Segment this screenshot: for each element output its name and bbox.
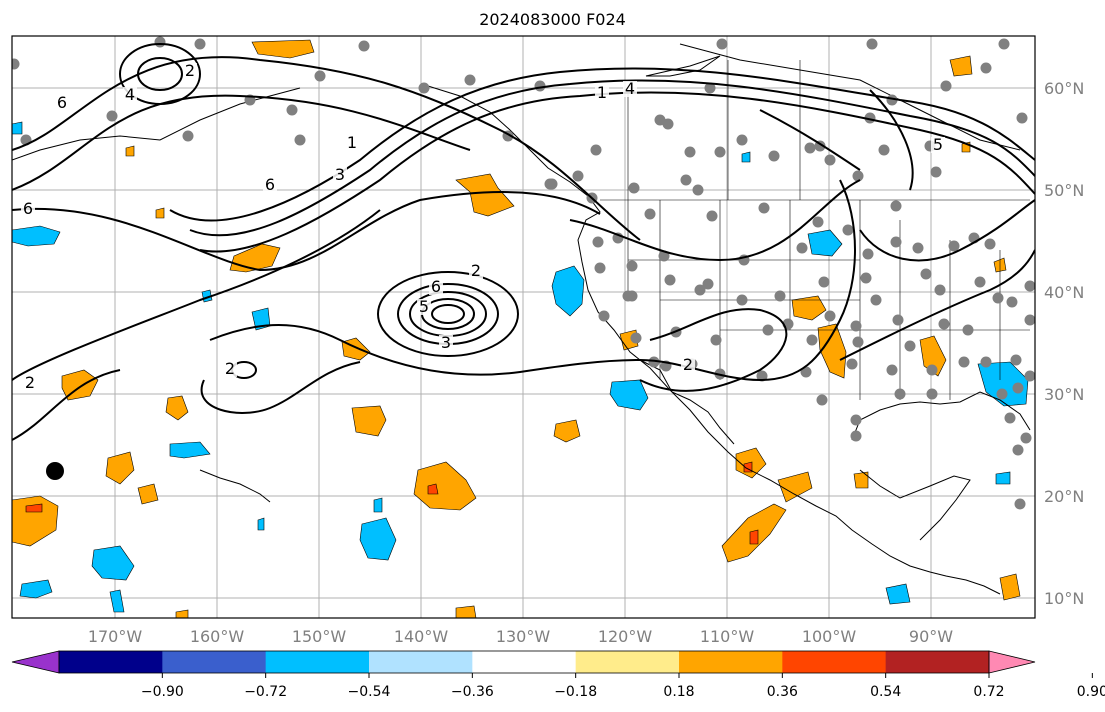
colorbar-segment (885, 651, 990, 673)
colorbar-segment (369, 651, 473, 673)
contour-value-label: 2 (471, 261, 481, 280)
colorbar-tick-label: −0.72 (244, 684, 287, 700)
contour-value-label: 2 (25, 373, 35, 392)
colorbar-tick-label: 0.54 (870, 684, 901, 700)
lon-tick-label: 160°W (190, 627, 245, 646)
colorbar-segment (472, 651, 577, 673)
graticule (12, 36, 1035, 618)
contour-value-label: 2 (683, 355, 693, 374)
contour-value-label: 4 (625, 79, 635, 98)
colorbar-tick-label: 0.18 (663, 684, 694, 700)
lat-tick-label: 10°N (1044, 589, 1084, 608)
contour-value-label: 2 (225, 359, 235, 378)
contour-lines (12, 43, 1035, 441)
lon-tick-label: 110°W (700, 627, 755, 646)
lon-tick-label: 140°W (394, 627, 449, 646)
lon-tick-label: 90°W (909, 627, 953, 646)
colorbar-tick-label: −0.90 (141, 684, 184, 700)
colorbar-tick-label: −0.36 (451, 684, 494, 700)
colorbar-tick-label: 0.90 (1077, 684, 1105, 700)
contour-value-label: 5 (419, 297, 429, 316)
contour-value-label: 6 (265, 175, 275, 194)
lon-tick-label: 170°W (88, 627, 143, 646)
lat-tick-label: 40°N (1044, 283, 1084, 302)
contour-value-label: 6 (23, 199, 33, 218)
colorbar-under-extension (11, 650, 60, 674)
highlight-marker (46, 462, 64, 480)
longitude-axis: 170°W 160°W 150°W 140°W 130°W 120°W 110°W 100°W… (88, 627, 953, 646)
lon-tick-label: 130°W (496, 627, 551, 646)
lon-tick-label: 120°W (598, 627, 653, 646)
lat-tick-label: 30°N (1044, 385, 1084, 404)
colorbar-segment (679, 651, 783, 673)
contour-value-label: 5 (933, 135, 943, 154)
contour-value-label: 4 (125, 85, 135, 104)
lon-tick-label: 150°W (292, 627, 347, 646)
colorbar-segment (782, 651, 887, 673)
contour-value-label: 6 (57, 93, 67, 112)
anomaly-shading (12, 39, 1029, 618)
contour-value-label: 1 (347, 133, 357, 152)
map-frame (11, 35, 1036, 619)
contour-value-label: 1 (597, 83, 607, 102)
lat-tick-label: 60°N (1044, 79, 1084, 98)
contour-value-label: 6 (431, 277, 441, 296)
colorbar-tick-label: −0.54 (348, 684, 391, 700)
latitude-axis: 60°N 50°N 40°N 30°N 20°N 10°N (1044, 79, 1084, 608)
colorbar-segment (265, 651, 370, 673)
colorbar-segment (59, 651, 163, 673)
colorbar-segment (162, 651, 267, 673)
lat-tick-label: 20°N (1044, 487, 1084, 506)
colorbar-over-extension (988, 650, 1036, 674)
contour-value-label: 3 (441, 333, 451, 352)
colorbar-tick-label: 0.36 (767, 684, 798, 700)
colorbar-tick-label: −0.18 (554, 684, 597, 700)
contour-value-label: 3 (335, 165, 345, 184)
map-title: 2024083000 F024 (479, 10, 626, 29)
lon-tick-label: 100°W (802, 627, 857, 646)
colorbar (11, 650, 1036, 674)
colorbar-tick-label: 0.72 (973, 684, 1004, 700)
contour-value-label: 2 (185, 61, 195, 80)
colorbar-tick-labels: −0.90 −0.72 −0.54 −0.36 −0.18 0.18 0.36 0.54 0.7… (141, 673, 1105, 700)
lat-tick-label: 50°N (1044, 181, 1084, 200)
colorbar-segment (575, 651, 680, 673)
